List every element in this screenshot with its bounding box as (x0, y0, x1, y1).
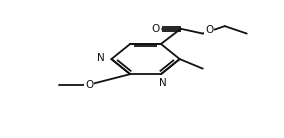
Text: O: O (85, 80, 93, 90)
Text: N: N (97, 53, 105, 63)
Text: O: O (205, 25, 213, 35)
Text: O: O (152, 24, 160, 34)
Text: N: N (159, 78, 167, 88)
